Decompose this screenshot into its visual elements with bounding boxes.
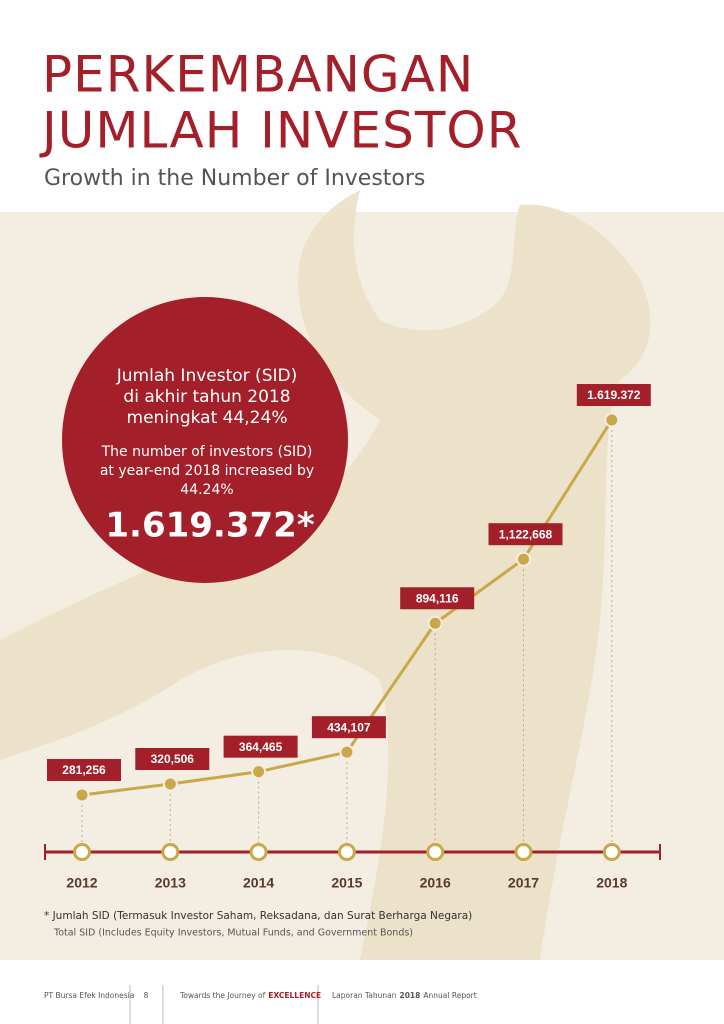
x-tick-label: 2018 (596, 875, 627, 891)
timeline-node (337, 843, 356, 861)
value-label: 1.619.372 (587, 388, 641, 402)
data-point (74, 787, 90, 803)
highlight-text: meningkat 44,24% (127, 408, 288, 428)
data-point (516, 551, 531, 567)
footer-page: 8 (144, 991, 149, 1000)
title-line: JUMLAH INVESTOR (39, 102, 523, 160)
value-label-box (223, 735, 298, 758)
highlight-text: at year-end 2018 increased by (100, 463, 314, 479)
footer-tagline: Towards the Journey of EXCELLENCE (179, 991, 321, 1000)
data-point (427, 615, 443, 631)
value-label-box (488, 523, 563, 546)
highlight-text: Jumlah Investor (SID) (116, 366, 297, 386)
x-tick-label: 2016 (420, 875, 451, 891)
highlight-circle (62, 297, 348, 583)
value-label-box (47, 759, 121, 781)
timeline-node (249, 843, 268, 861)
timeline-node (161, 843, 180, 861)
tagline-text: Towards the Journey of (179, 991, 266, 1000)
tagline-emphasis: EXCELLENCE (268, 991, 321, 1000)
footer-company: PT Bursa Efek Indonesia (44, 991, 134, 1000)
value-label: 1,122,668 (499, 527, 553, 541)
chart: 281,256 2012 320,506 2013 364,465 2014 434,107… (47, 384, 651, 891)
value-label-box (135, 748, 210, 771)
timeline-node (602, 843, 621, 861)
x-tick-label: 2017 (508, 875, 539, 891)
highlight-figure: 1.619.372* (105, 506, 314, 546)
highlight-text: di akhir tahun 2018 (123, 387, 290, 407)
highlight-text: 44.24% (180, 482, 233, 498)
x-tick-label: 2014 (243, 875, 274, 891)
footnote: Total SID (Includes Equity Investors, Mu… (53, 928, 413, 939)
report-year: 2018 (400, 991, 421, 1000)
watermark (0, 190, 651, 960)
value-label-box (311, 716, 386, 739)
data-point (251, 764, 267, 780)
data-point (162, 776, 178, 792)
value-label: 894,116 (416, 591, 459, 605)
footer-report: Laporan Tahunan 2018 Annual Report (332, 991, 477, 1000)
data-point (339, 744, 355, 760)
timeline-node (514, 843, 533, 861)
timeline-node (426, 843, 445, 861)
x-tick-label: 2012 (66, 875, 97, 891)
value-label: 434,107 (327, 720, 371, 734)
report-text: Annual Report (423, 991, 476, 1000)
value-label: 281,256 (62, 763, 106, 777)
data-point (604, 412, 620, 428)
title-line: PERKEMBANGAN (42, 46, 474, 104)
x-tick-label: 2013 (155, 875, 186, 891)
value-label: 364,465 (239, 740, 283, 754)
timeline-node (73, 843, 91, 861)
x-tick-label: 2015 (331, 875, 362, 891)
value-label-box (576, 384, 651, 406)
footnote: * Jumlah SID (Termasuk Investor Saham, R… (44, 910, 472, 922)
report-text: Laporan Tahunan (332, 991, 397, 1000)
subtitle: Growth in the Number of Investors (44, 166, 425, 191)
value-label-box (400, 587, 475, 610)
value-label: 320,506 (151, 752, 195, 766)
highlight-text: The number of investors (SID) (101, 444, 313, 460)
